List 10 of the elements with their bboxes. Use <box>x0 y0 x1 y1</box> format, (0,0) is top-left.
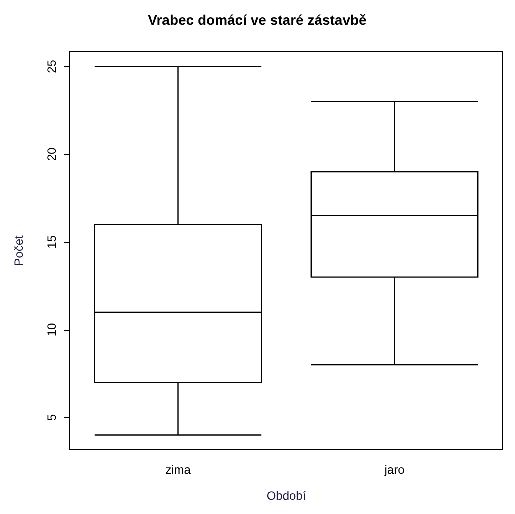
y-tick-label: 5 <box>45 414 59 422</box>
y-tick-label: 20 <box>45 147 59 162</box>
y-tick-label: 25 <box>45 60 59 74</box>
y-tick-label: 10 <box>45 322 59 337</box>
y-axis-title: Počet <box>12 234 26 266</box>
chart-title: Vrabec domácí ve staré zástavbě <box>148 12 368 28</box>
y-tick-label: 15 <box>45 235 59 249</box>
x-tick-label: zima <box>166 463 192 477</box>
x-tick-label: jaro <box>384 463 406 477</box>
x-axis-title: Období <box>266 489 307 503</box>
